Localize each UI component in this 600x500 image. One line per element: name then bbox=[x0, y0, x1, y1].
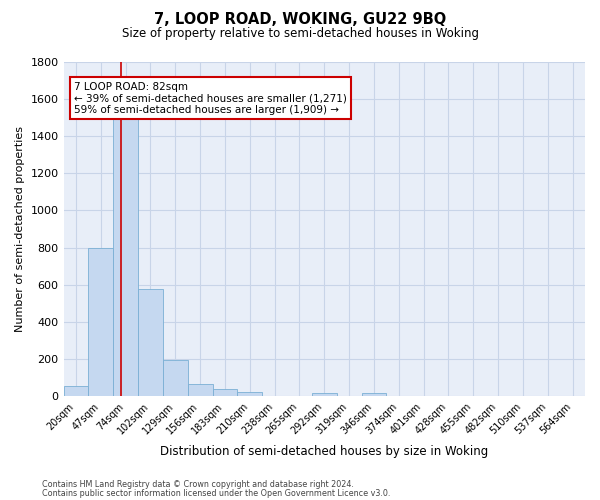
X-axis label: Distribution of semi-detached houses by size in Woking: Distribution of semi-detached houses by … bbox=[160, 444, 488, 458]
Text: Size of property relative to semi-detached houses in Woking: Size of property relative to semi-detach… bbox=[121, 28, 479, 40]
Y-axis label: Number of semi-detached properties: Number of semi-detached properties bbox=[15, 126, 25, 332]
Bar bbox=[212, 388, 238, 396]
Bar bbox=[64, 386, 88, 396]
Text: 7, LOOP ROAD, WOKING, GU22 9BQ: 7, LOOP ROAD, WOKING, GU22 9BQ bbox=[154, 12, 446, 28]
Bar bbox=[362, 392, 386, 396]
Text: Contains public sector information licensed under the Open Government Licence v3: Contains public sector information licen… bbox=[42, 489, 391, 498]
Bar bbox=[188, 384, 212, 396]
Bar bbox=[113, 119, 138, 396]
Bar bbox=[88, 248, 113, 396]
Bar bbox=[238, 392, 262, 396]
Text: Contains HM Land Registry data © Crown copyright and database right 2024.: Contains HM Land Registry data © Crown c… bbox=[42, 480, 354, 489]
Bar bbox=[138, 289, 163, 397]
Bar bbox=[163, 360, 188, 397]
Bar bbox=[312, 392, 337, 396]
Text: 7 LOOP ROAD: 82sqm
← 39% of semi-detached houses are smaller (1,271)
59% of semi: 7 LOOP ROAD: 82sqm ← 39% of semi-detache… bbox=[74, 82, 347, 115]
